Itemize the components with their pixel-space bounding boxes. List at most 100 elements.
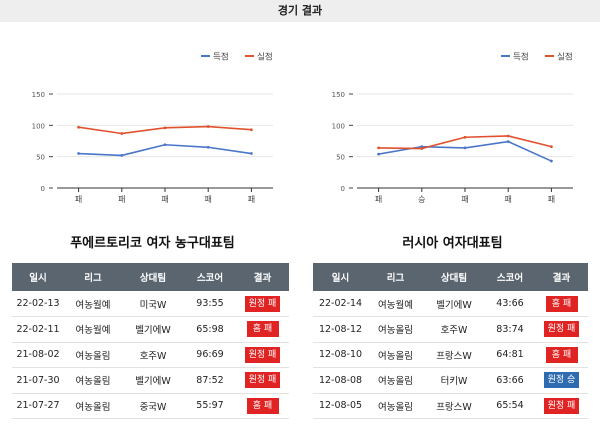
y-tick-label: 0 bbox=[41, 185, 45, 193]
data-point bbox=[163, 126, 167, 130]
opponent-cell: 호주W bbox=[423, 316, 485, 343]
result-cell: 원정 승 bbox=[535, 367, 588, 394]
y-tick-label: 100 bbox=[332, 122, 345, 130]
series-line-score bbox=[378, 140, 552, 162]
date-cell: 21-08-02 bbox=[12, 342, 64, 368]
y-tick-label: 100 bbox=[32, 122, 45, 130]
result-badge: 홈 패 bbox=[246, 397, 279, 414]
league-cell: 여농올림 bbox=[368, 367, 423, 394]
result-cell: 홈 패 bbox=[236, 393, 289, 419]
data-point bbox=[120, 132, 124, 135]
x-tick-label: 패 bbox=[505, 194, 512, 204]
data-point bbox=[206, 145, 210, 149]
legend-label-score: 득점 bbox=[213, 52, 229, 63]
result-cell: 원정 패 bbox=[535, 393, 588, 419]
x-tick-label: 승 bbox=[418, 195, 425, 204]
opponent-cell: 호주W bbox=[122, 342, 184, 368]
column-header-league: 리그 bbox=[368, 263, 423, 291]
table-row: 21-07-30 여농올림 벨기에W 87:52 원정 패 bbox=[12, 367, 289, 394]
result-cell: 홈 패 bbox=[535, 291, 588, 317]
data-point bbox=[77, 125, 80, 129]
data-point bbox=[250, 128, 253, 132]
league-cell: 여농월예 bbox=[368, 291, 423, 317]
score-cell: 83:74 bbox=[485, 316, 535, 343]
date-cell: 22-02-14 bbox=[313, 291, 368, 317]
score-cell: 93:55 bbox=[184, 291, 236, 317]
opponent-cell: 미국W bbox=[122, 291, 184, 317]
score-cell: 65:54 bbox=[485, 393, 535, 419]
result-cell: 원정 패 bbox=[535, 316, 588, 343]
data-point bbox=[77, 152, 80, 155]
table-row: 22-02-11 여농월예 벨기에W 65:98 홈 패 bbox=[12, 316, 289, 343]
table-row: 21-07-27 여농올림 중국W 55:97 홈 패 bbox=[12, 393, 289, 419]
league-cell: 여농올림 bbox=[368, 393, 423, 419]
y-tick-label: 0 bbox=[341, 185, 345, 193]
table-header-row: 일시 리그 상대팀 스코어 결과 bbox=[12, 263, 289, 291]
league-cell: 여농월예 bbox=[64, 316, 122, 343]
chart-left: 득점 실점 0 50 100 150 패 패 패 패 패 bbox=[5, 40, 295, 215]
data-point bbox=[506, 134, 510, 138]
column-header-score: 스코어 bbox=[485, 263, 535, 291]
team-title-right: 러시아 여자대표팀 bbox=[402, 236, 503, 251]
column-header-score: 스코어 bbox=[184, 263, 236, 291]
results-table-right: 일시 리그 상대팀 스코어 결과 22-02-14 여농월예 벨기에W 43:66 홈 … bbox=[313, 263, 588, 419]
date-cell: 22-02-13 bbox=[12, 291, 64, 317]
opponent-cell: 벨기에W bbox=[423, 291, 485, 317]
x-tick-label: 패 bbox=[118, 194, 125, 204]
score-cell: 87:52 bbox=[184, 367, 236, 394]
series-line-score bbox=[78, 143, 252, 157]
result-badge: 홈 패 bbox=[246, 321, 279, 338]
result-badge: 원정 승 bbox=[543, 372, 580, 389]
league-cell: 여농올림 bbox=[64, 367, 122, 394]
y-tick-label: 150 bbox=[332, 91, 345, 99]
league-cell: 여농올림 bbox=[64, 393, 122, 419]
data-point bbox=[463, 135, 467, 139]
chart-legend: 득점 실점 bbox=[201, 52, 273, 63]
opponent-cell: 터키W bbox=[423, 367, 485, 394]
score-cell: 43:66 bbox=[485, 291, 535, 317]
column-header-opponent: 상대팀 bbox=[122, 263, 184, 291]
legend-label-conceded: 실점 bbox=[257, 52, 273, 63]
result-badge: 홈 패 bbox=[545, 295, 578, 312]
legend-label-score: 득점 bbox=[513, 52, 529, 63]
page-header: 경기 결과 bbox=[0, 0, 600, 22]
data-point bbox=[120, 154, 124, 157]
score-cell: 55:97 bbox=[184, 393, 236, 419]
column-header-league: 리그 bbox=[64, 263, 122, 291]
column-header-result: 결과 bbox=[236, 263, 289, 291]
league-cell: 여농월예 bbox=[64, 291, 122, 317]
result-badge: 원정 패 bbox=[543, 397, 580, 414]
data-point bbox=[377, 152, 380, 156]
result-cell: 원정 패 bbox=[236, 342, 289, 368]
score-cell: 65:98 bbox=[184, 316, 236, 343]
x-tick-label: 패 bbox=[75, 194, 82, 204]
table-row: 12-08-05 여농올림 프랑스W 65:54 원정 패 bbox=[313, 393, 588, 419]
date-cell: 22-02-11 bbox=[12, 316, 64, 343]
data-point bbox=[420, 147, 424, 150]
line-chart-right: 득점 실점 0 50 100 150 패 승 패 패 패 bbox=[332, 52, 573, 204]
table-row: 12-08-08 여농올림 터키W 63:66 원정 승 bbox=[313, 367, 588, 394]
opponent-cell: 프랑스W bbox=[423, 393, 485, 419]
league-cell: 여농올림 bbox=[64, 342, 122, 368]
table-row: 22-02-13 여농월예 미국W 93:55 원정 패 bbox=[12, 291, 289, 317]
data-point bbox=[550, 159, 553, 163]
table-header-row: 일시 리그 상대팀 스코어 결과 bbox=[313, 263, 588, 291]
result-badge: 원정 패 bbox=[543, 321, 580, 338]
y-tick-label: 150 bbox=[32, 91, 45, 99]
league-cell: 여농올림 bbox=[368, 316, 423, 343]
data-point bbox=[163, 143, 167, 147]
score-cell: 63:66 bbox=[485, 367, 535, 394]
result-badge: 원정 패 bbox=[244, 372, 281, 389]
league-cell: 여농올림 bbox=[368, 342, 423, 368]
y-tick-label: 50 bbox=[336, 154, 345, 162]
data-point bbox=[463, 146, 467, 150]
column-header-opponent: 상대팀 bbox=[423, 263, 485, 291]
result-cell: 홈 패 bbox=[236, 316, 289, 343]
data-point bbox=[377, 146, 380, 150]
y-tick-label: 50 bbox=[36, 154, 45, 162]
data-point bbox=[250, 152, 253, 155]
result-cell: 홈 패 bbox=[535, 342, 588, 368]
x-tick-label: 패 bbox=[461, 194, 468, 204]
result-badge: 원정 패 bbox=[244, 295, 281, 312]
date-cell: 21-07-30 bbox=[12, 367, 64, 394]
